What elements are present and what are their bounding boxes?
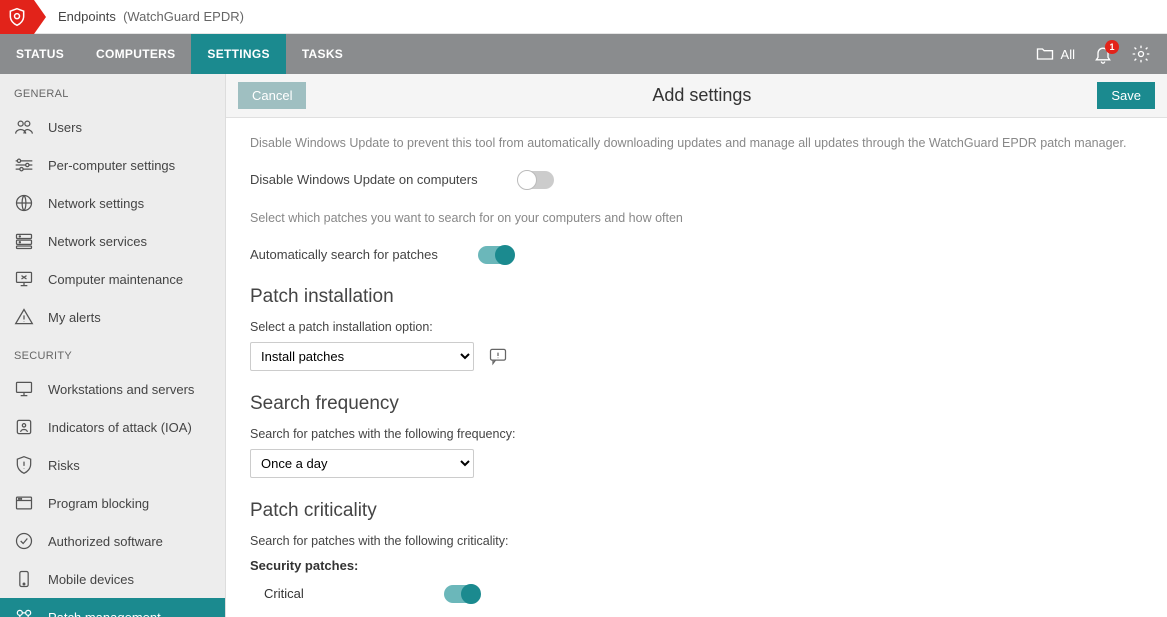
alert-triangle-icon [14,307,34,327]
patch-icon [14,607,34,617]
nav-notifications-button[interactable]: 1 [1093,44,1113,64]
sidebar-item-label: Users [48,120,82,135]
comment-icon[interactable] [488,346,508,366]
settings-form: Disable Windows Update to prevent this t… [226,118,1167,617]
sidebar-item-label: Risks [48,458,80,473]
sidebar-item-label: Network settings [48,196,144,211]
patch-install-label: Select a patch installation option: [250,320,1143,334]
sidebar-item-label: Workstations and servers [48,382,194,397]
page-title: Add settings [306,85,1097,106]
patch-install-title: Patch installation [250,286,1143,308]
brand-title: Endpoints (WatchGuard EPDR) [58,9,244,24]
check-circle-icon [14,531,34,551]
sidebar-item-network-services[interactable]: Network services [0,222,225,260]
save-button[interactable]: Save [1097,82,1155,109]
sidebar-item-label: Mobile devices [48,572,134,587]
sidebar-group-general: GENERAL [0,74,225,108]
cancel-button[interactable]: Cancel [238,82,306,109]
brand-logo [0,0,34,34]
sidebar-item-network-settings[interactable]: Network settings [0,184,225,222]
nav-tab-status[interactable]: STATUS [0,34,80,74]
sidebar-item-ioa[interactable]: Indicators of attack (IOA) [0,408,225,446]
globe-icon [14,193,34,213]
search-freq-title: Search frequency [250,393,1143,415]
nav-tab-settings[interactable]: SETTINGS [191,34,285,74]
target-icon [14,417,34,437]
sidebar-item-label: My alerts [48,310,101,325]
sidebar-item-per-computer-settings[interactable]: Per-computer settings [0,146,225,184]
patch-install-select[interactable]: Install patches [250,342,474,371]
brand-bar: Endpoints (WatchGuard EPDR) [0,0,1167,34]
disable-wu-label: Disable Windows Update on computers [250,172,478,187]
auto-search-toggle[interactable] [478,246,514,264]
crit-critical-label: Critical [264,586,404,601]
search-freq-label: Search for patches with the following fr… [250,427,1143,441]
nav-all-button[interactable]: All [1035,44,1075,64]
users-icon [14,117,34,137]
sidebar-item-my-alerts[interactable]: My alerts [0,298,225,336]
main-content: Cancel Add settings Save Disable Windows… [226,74,1167,617]
nav-tab-tasks[interactable]: TASKS [286,34,359,74]
sidebar-item-computer-maintenance[interactable]: Computer maintenance [0,260,225,298]
shield-logo-icon [7,7,27,27]
sidebar-item-risks[interactable]: Risks [0,446,225,484]
block-icon [14,493,34,513]
sidebar: GENERAL Users Per-computer settings Netw… [0,74,226,617]
search-intro-text: Select which patches you want to search … [250,209,1143,228]
server-icon [14,231,34,251]
folder-icon [1035,44,1055,64]
action-bar: Cancel Add settings Save [226,74,1167,118]
sidebar-item-label: Per-computer settings [48,158,175,173]
monitor-icon [14,379,34,399]
sidebar-item-label: Program blocking [48,496,149,511]
brand-title-main: Endpoints [58,9,116,24]
sidebar-item-label: Computer maintenance [48,272,183,287]
gear-icon [1131,44,1151,64]
nav-tab-computers[interactable]: COMPUTERS [80,34,191,74]
search-freq-select[interactable]: Once a day [250,449,474,478]
shield-alert-icon [14,455,34,475]
main-nav: STATUS COMPUTERS SETTINGS TASKS All 1 [0,34,1167,74]
sidebar-item-program-blocking[interactable]: Program blocking [0,484,225,522]
sidebar-item-label: Indicators of attack (IOA) [48,420,192,435]
patch-crit-title: Patch criticality [250,500,1143,522]
disable-wu-toggle[interactable] [518,171,554,189]
nav-all-label: All [1061,47,1075,62]
sidebar-item-label: Authorized software [48,534,163,549]
mobile-icon [14,569,34,589]
sidebar-item-mobile-devices[interactable]: Mobile devices [0,560,225,598]
sidebar-item-users[interactable]: Users [0,108,225,146]
monitor-x-icon [14,269,34,289]
sidebar-item-label: Patch management [48,610,161,617]
sidebar-item-patch-management[interactable]: Patch management [0,598,225,617]
crit-critical-toggle[interactable] [444,585,480,603]
notification-badge: 1 [1105,40,1119,54]
sidebar-item-workstations-servers[interactable]: Workstations and servers [0,370,225,408]
nav-settings-gear-button[interactable] [1131,44,1151,64]
sidebar-item-label: Network services [48,234,147,249]
auto-search-label: Automatically search for patches [250,247,438,262]
sliders-icon [14,155,34,175]
intro-text: Disable Windows Update to prevent this t… [250,134,1143,153]
patch-crit-label: Search for patches with the following cr… [250,534,1143,548]
sidebar-group-security: SECURITY [0,336,225,370]
sidebar-item-authorized-software[interactable]: Authorized software [0,522,225,560]
security-patches-label: Security patches: [250,558,1143,573]
brand-title-sub: (WatchGuard EPDR) [123,9,244,24]
